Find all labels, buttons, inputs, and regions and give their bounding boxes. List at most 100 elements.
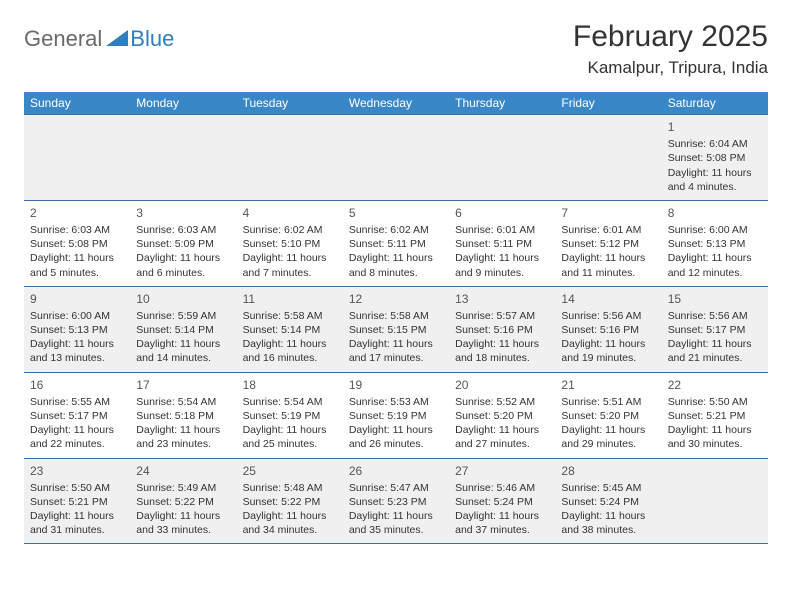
sunrise-text: Sunrise: 6:03 AM — [136, 223, 230, 237]
day-cell — [449, 115, 555, 200]
day-number: 24 — [136, 463, 230, 479]
day-header-sun: Sunday — [24, 92, 130, 114]
day-cell: 21Sunrise: 5:51 AMSunset: 5:20 PMDayligh… — [555, 373, 661, 458]
day-header-thu: Thursday — [449, 92, 555, 114]
day-cell: 19Sunrise: 5:53 AMSunset: 5:19 PMDayligh… — [343, 373, 449, 458]
sunset-text: Sunset: 5:16 PM — [455, 323, 549, 337]
day-header-row: Sunday Monday Tuesday Wednesday Thursday… — [24, 92, 768, 114]
sunrise-text: Sunrise: 6:00 AM — [668, 223, 762, 237]
day-cell — [343, 115, 449, 200]
day-cell: 23Sunrise: 5:50 AMSunset: 5:21 PMDayligh… — [24, 459, 130, 544]
daylight-text: and 13 minutes. — [30, 351, 124, 365]
daylight-text: Daylight: 11 hours — [668, 423, 762, 437]
day-cell: 1Sunrise: 6:04 AMSunset: 5:08 PMDaylight… — [662, 115, 768, 200]
calendar-grid: Sunday Monday Tuesday Wednesday Thursday… — [24, 92, 768, 544]
sunrise-text: Sunrise: 5:54 AM — [136, 395, 230, 409]
daylight-text: Daylight: 11 hours — [136, 251, 230, 265]
day-cell — [555, 115, 661, 200]
daylight-text: Daylight: 11 hours — [30, 251, 124, 265]
daylight-text: and 23 minutes. — [136, 437, 230, 451]
daylight-text: Daylight: 11 hours — [561, 337, 655, 351]
day-number: 27 — [455, 463, 549, 479]
day-cell — [130, 115, 236, 200]
day-cell: 13 Sunrise: 5:57 AMSunset: 5:16 PMDayligh… — [449, 287, 555, 372]
sunset-text: Sunset: 5:10 PM — [243, 237, 337, 251]
daylight-text: Daylight: 11 hours — [668, 251, 762, 265]
day-number: 1 — [668, 119, 762, 135]
day-number: 2 — [30, 205, 124, 221]
day-header-sat: Saturday — [662, 92, 768, 114]
daylight-text: and 14 minutes. — [136, 351, 230, 365]
daylight-text: and 16 minutes. — [243, 351, 337, 365]
week-row: 1Sunrise: 6:04 AMSunset: 5:08 PMDaylight… — [24, 114, 768, 201]
sunset-text: Sunset: 5:08 PM — [30, 237, 124, 251]
day-cell: 3Sunrise: 6:03 AMSunset: 5:09 PMDaylight… — [130, 201, 236, 286]
daylight-text: and 33 minutes. — [136, 523, 230, 537]
day-cell: 14Sunrise: 5:56 AMSunset: 5:16 PMDayligh… — [555, 287, 661, 372]
sunset-text: Sunset: 5:19 PM — [349, 409, 443, 423]
daylight-text: Daylight: 11 hours — [455, 337, 549, 351]
page-header: General Blue February 2025 Kamalpur, Tri… — [24, 20, 768, 78]
sunset-text: Sunset: 5:23 PM — [349, 495, 443, 509]
day-cell: 26Sunrise: 5:47 AMSunset: 5:23 PMDayligh… — [343, 459, 449, 544]
sunset-text: Sunset: 5:24 PM — [561, 495, 655, 509]
logo-text-blue: Blue — [130, 26, 174, 52]
sunrise-text: Sunrise: 5:50 AM — [668, 395, 762, 409]
day-number: 4 — [243, 205, 337, 221]
day-number: 5 — [349, 205, 443, 221]
daylight-text: and 38 minutes. — [561, 523, 655, 537]
daylight-text: Daylight: 11 hours — [243, 423, 337, 437]
sunset-text: Sunset: 5:22 PM — [243, 495, 337, 509]
daylight-text: and 21 minutes. — [668, 351, 762, 365]
day-header-wed: Wednesday — [343, 92, 449, 114]
day-cell — [662, 459, 768, 544]
logo-text-general: General — [24, 26, 102, 52]
sunrise-text: Sunrise: 5:54 AM — [243, 395, 337, 409]
daylight-text: Daylight: 11 hours — [668, 166, 762, 180]
day-number: 3 — [136, 205, 230, 221]
day-number: 16 — [30, 377, 124, 393]
sunrise-text: Sunrise: 6:01 AM — [455, 223, 549, 237]
daylight-text: and 19 minutes. — [561, 351, 655, 365]
day-number: 8 — [668, 205, 762, 221]
day-number: 7 — [561, 205, 655, 221]
daylight-text: and 4 minutes. — [668, 180, 762, 194]
daylight-text: and 22 minutes. — [30, 437, 124, 451]
day-cell: 25Sunrise: 5:48 AMSunset: 5:22 PMDayligh… — [237, 459, 343, 544]
day-cell: 22Sunrise: 5:50 AMSunset: 5:21 PMDayligh… — [662, 373, 768, 458]
daylight-text: Daylight: 11 hours — [561, 423, 655, 437]
daylight-text: Daylight: 11 hours — [30, 423, 124, 437]
day-cell — [237, 115, 343, 200]
daylight-text: Daylight: 11 hours — [668, 337, 762, 351]
day-cell: 6Sunrise: 6:01 AMSunset: 5:11 PMDaylight… — [449, 201, 555, 286]
day-cell: 7Sunrise: 6:01 AMSunset: 5:12 PMDaylight… — [555, 201, 661, 286]
sunset-text: Sunset: 5:13 PM — [30, 323, 124, 337]
daylight-text: and 30 minutes. — [668, 437, 762, 451]
daylight-text: Daylight: 11 hours — [30, 337, 124, 351]
sunset-text: Sunset: 5:22 PM — [136, 495, 230, 509]
day-cell: 8Sunrise: 6:00 AMSunset: 5:13 PMDaylight… — [662, 201, 768, 286]
day-number: 28 — [561, 463, 655, 479]
day-number: 20 — [455, 377, 549, 393]
day-number: 18 — [243, 377, 337, 393]
title-block: February 2025 Kamalpur, Tripura, India — [573, 20, 768, 78]
day-number: 14 — [561, 291, 655, 307]
daylight-text: Daylight: 11 hours — [136, 423, 230, 437]
sunset-text: Sunset: 5:14 PM — [136, 323, 230, 337]
daylight-text: Daylight: 11 hours — [455, 251, 549, 265]
sunset-text: Sunset: 5:11 PM — [455, 237, 549, 251]
daylight-text: Daylight: 11 hours — [561, 251, 655, 265]
sunrise-text: Sunrise: 5:53 AM — [349, 395, 443, 409]
daylight-text: Daylight: 11 hours — [30, 509, 124, 523]
sunrise-text: Sunrise: 5:57 AM — [455, 309, 549, 323]
sunrise-text: Sunrise: 5:45 AM — [561, 481, 655, 495]
week-row: 16Sunrise: 5:55 AMSunset: 5:17 PMDayligh… — [24, 373, 768, 459]
sunset-text: Sunset: 5:21 PM — [30, 495, 124, 509]
sunset-text: Sunset: 5:12 PM — [561, 237, 655, 251]
daylight-text: and 29 minutes. — [561, 437, 655, 451]
day-cell: 27Sunrise: 5:46 AMSunset: 5:24 PMDayligh… — [449, 459, 555, 544]
daylight-text: Daylight: 11 hours — [455, 423, 549, 437]
daylight-text: Daylight: 11 hours — [349, 337, 443, 351]
day-number: 13 — [455, 291, 549, 307]
day-number: 23 — [30, 463, 124, 479]
